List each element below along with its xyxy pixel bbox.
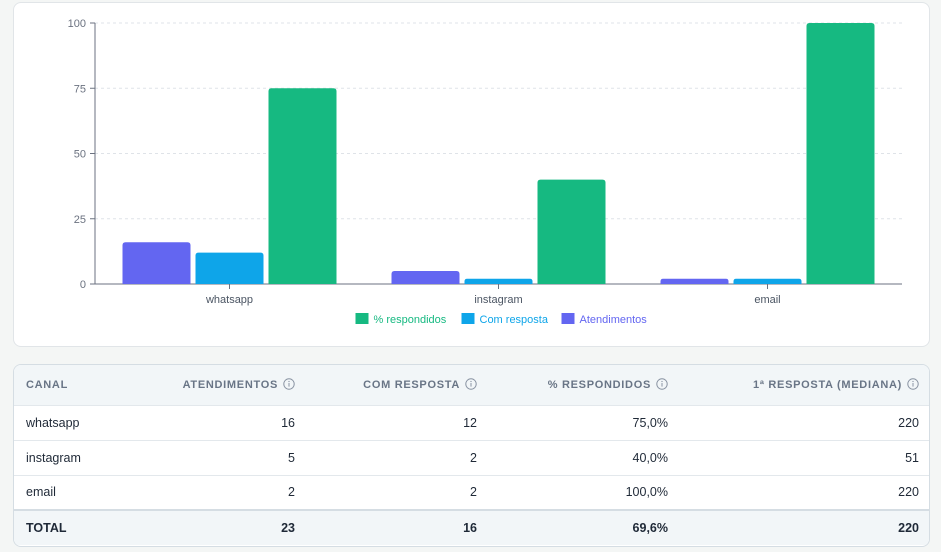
header-com-resposta: COM RESPOSTA (307, 365, 489, 405)
info-icon[interactable] (656, 378, 668, 390)
table-header-row: CANAL ATENDIMENTOS COM RESPOSTA % RESPON… (14, 365, 929, 405)
legend-label: Com resposta (480, 314, 549, 326)
table-row: whatsapp 16 12 75,0% 220 (14, 405, 929, 440)
total-com-resposta: 16 (463, 521, 477, 535)
x-tick-label: instagram (474, 294, 522, 306)
bar-whatsapp-atendimentos (122, 242, 191, 284)
header-canal: CANAL (14, 365, 119, 405)
info-icon[interactable] (283, 378, 295, 390)
bar-chart: 0 25 50 75 100 whatsapp instagram email % respon… (68, 18, 902, 326)
header-label: CANAL (26, 378, 68, 391)
cell-canal: whatsapp (26, 415, 80, 430)
total-primeira-resposta: 220 (898, 521, 919, 535)
total-label: TOTAL (26, 521, 67, 535)
cell-com-resposta: 2 (470, 450, 477, 465)
cell-com-resposta: 2 (470, 485, 477, 500)
bar-email-respondidos (806, 23, 875, 284)
cell-atendimentos: 2 (288, 485, 295, 500)
y-tick-label: 0 (80, 279, 86, 291)
info-icon[interactable] (465, 378, 477, 390)
y-tick-label: 100 (68, 18, 86, 30)
cell-canal: instagram (26, 450, 81, 465)
header-respondidos: % RESPONDIDOS (489, 365, 680, 405)
bar-instagram-atendimentos (391, 270, 460, 284)
y-tick-label: 25 (74, 214, 86, 226)
info-icon[interactable] (907, 378, 919, 390)
total-respondidos: 69,6% (632, 521, 668, 535)
table-row: email 2 2 100,0% 220 (14, 475, 929, 510)
x-tick-label: email (754, 294, 780, 306)
chart-card: 0 25 50 75 100 whatsapp instagram email % respon… (13, 2, 930, 347)
bar-email-atendimentos (660, 278, 729, 284)
legend-label: % respondidos (374, 314, 447, 326)
legend-swatch (461, 313, 475, 324)
channel-table: CANAL ATENDIMENTOS COM RESPOSTA % RESPON… (14, 365, 929, 545)
bar-whatsapp-com-resposta (195, 252, 264, 284)
bar-instagram-com-resposta (464, 278, 533, 284)
bar-whatsapp-respondidos (268, 88, 337, 284)
legend-swatch (355, 313, 369, 324)
bar-instagram-respondidos (537, 179, 606, 284)
header-label: 1ª RESPOSTA (MEDIANA) (753, 379, 902, 392)
cell-atendimentos: 16 (281, 415, 295, 430)
header-atendimentos: ATENDIMENTOS (119, 365, 307, 405)
legend-swatch (561, 313, 575, 324)
y-tick-label: 50 (74, 149, 86, 161)
legend-label: Atendimentos (580, 314, 648, 326)
header-label: COM RESPOSTA (363, 379, 460, 392)
x-tick-label: whatsapp (205, 294, 253, 306)
channel-table-card: CANAL ATENDIMENTOS COM RESPOSTA % RESPON… (13, 364, 930, 547)
cell-primeira-resposta: 220 (898, 485, 919, 500)
cell-respondidos: 40,0% (632, 450, 668, 465)
cell-respondidos: 75,0% (632, 415, 668, 430)
table-total-row: TOTAL 23 16 69,6% 220 (14, 510, 929, 545)
cell-respondidos: 100,0% (625, 485, 668, 500)
cell-primeira-resposta: 51 (905, 450, 919, 465)
table-row: instagram 5 2 40,0% 51 (14, 440, 929, 475)
cell-com-resposta: 12 (463, 415, 477, 430)
total-atendimentos: 23 (281, 521, 295, 535)
bar-email-com-resposta (733, 278, 802, 284)
header-primeira-resposta: 1ª RESPOSTA (MEDIANA) (680, 365, 929, 405)
y-tick-label: 75 (74, 83, 86, 95)
header-label: ATENDIMENTOS (182, 379, 278, 392)
cell-canal: email (26, 485, 56, 500)
cell-primeira-resposta: 220 (898, 415, 919, 430)
header-label: % RESPONDIDOS (547, 379, 651, 392)
cell-atendimentos: 5 (288, 450, 295, 465)
